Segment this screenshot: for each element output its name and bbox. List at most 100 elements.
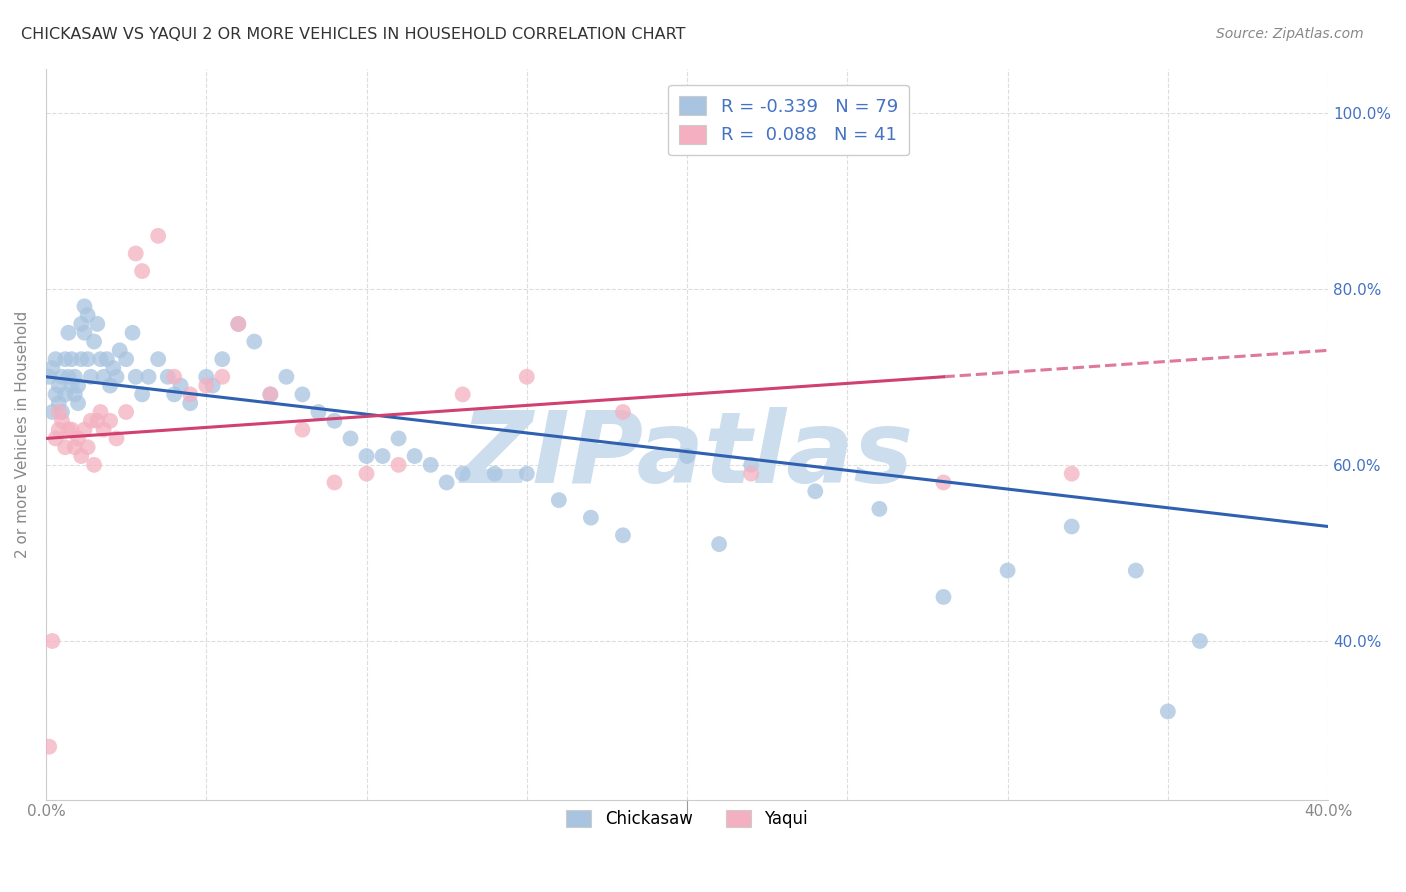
Point [103, 361, 125, 376]
Point [115, 405, 138, 419]
Point [179, 387, 201, 401]
Point [516, 369, 538, 384]
Point [131, 387, 153, 401]
Point [740, 458, 762, 472]
Point [226, 317, 249, 331]
Point [70, 317, 93, 331]
Point [60, 378, 83, 392]
Point [146, 228, 169, 243]
Point [323, 414, 346, 428]
Point [86, 414, 108, 428]
Point [41, 634, 63, 648]
Point [58, 369, 80, 384]
Point [997, 564, 1019, 578]
Point [108, 343, 131, 358]
Point [93, 423, 115, 437]
Point [1125, 564, 1147, 578]
Point [436, 475, 458, 490]
Point [371, 449, 394, 463]
Point [86, 317, 108, 331]
Point [163, 387, 186, 401]
Point [83, 334, 105, 349]
Point [70, 352, 93, 367]
Point [66, 378, 89, 392]
Point [83, 458, 105, 472]
Point [63, 369, 86, 384]
Legend: Chickasaw, Yaqui: Chickasaw, Yaqui [560, 804, 814, 835]
Point [323, 475, 346, 490]
Point [98, 378, 121, 392]
Point [96, 352, 118, 367]
Point [73, 423, 96, 437]
Point [259, 387, 281, 401]
Point [45, 352, 67, 367]
Point [48, 396, 70, 410]
Point [146, 352, 169, 367]
Point [1188, 634, 1211, 648]
Point [53, 440, 76, 454]
Point [125, 369, 148, 384]
Point [291, 423, 314, 437]
Point [451, 387, 474, 401]
Point [387, 458, 409, 472]
Point [707, 537, 730, 551]
Point [1060, 519, 1083, 533]
Point [38, 739, 60, 754]
Point [48, 423, 70, 437]
Point [195, 378, 218, 392]
Point [243, 334, 266, 349]
Point [516, 467, 538, 481]
Point [51, 369, 73, 384]
Point [45, 432, 67, 446]
Point [932, 590, 955, 604]
Point [76, 440, 98, 454]
Point [48, 405, 70, 419]
Point [1157, 705, 1180, 719]
Point [89, 352, 111, 367]
Point [404, 449, 426, 463]
Point [58, 326, 80, 340]
Point [612, 405, 634, 419]
Point [1060, 467, 1083, 481]
Point [451, 467, 474, 481]
Point [932, 475, 955, 490]
Point [53, 387, 76, 401]
Point [740, 467, 762, 481]
Point [80, 414, 103, 428]
Point [131, 264, 153, 278]
Point [73, 299, 96, 313]
Y-axis label: 2 or more Vehicles in Household: 2 or more Vehicles in Household [15, 310, 30, 558]
Point [156, 369, 179, 384]
Point [179, 396, 201, 410]
Point [211, 369, 233, 384]
Point [125, 246, 148, 260]
Point [41, 361, 63, 376]
Point [356, 449, 378, 463]
Point [51, 405, 73, 419]
Point [66, 396, 89, 410]
Point [169, 378, 191, 392]
Point [676, 449, 699, 463]
Point [115, 352, 138, 367]
Point [291, 387, 314, 401]
Point [804, 484, 827, 499]
Point [76, 308, 98, 322]
Point [195, 369, 218, 384]
Point [76, 352, 98, 367]
Point [70, 449, 93, 463]
Point [138, 369, 160, 384]
Point [105, 432, 128, 446]
Point [226, 317, 249, 331]
Point [339, 432, 361, 446]
Text: ZIPatlas: ZIPatlas [461, 408, 914, 505]
Point [63, 387, 86, 401]
Point [73, 326, 96, 340]
Point [419, 458, 441, 472]
Point [163, 369, 186, 384]
Text: Source: ZipAtlas.com: Source: ZipAtlas.com [1216, 27, 1364, 41]
Point [60, 352, 83, 367]
Point [45, 387, 67, 401]
Point [51, 414, 73, 428]
Point [53, 352, 76, 367]
Point [579, 510, 602, 524]
